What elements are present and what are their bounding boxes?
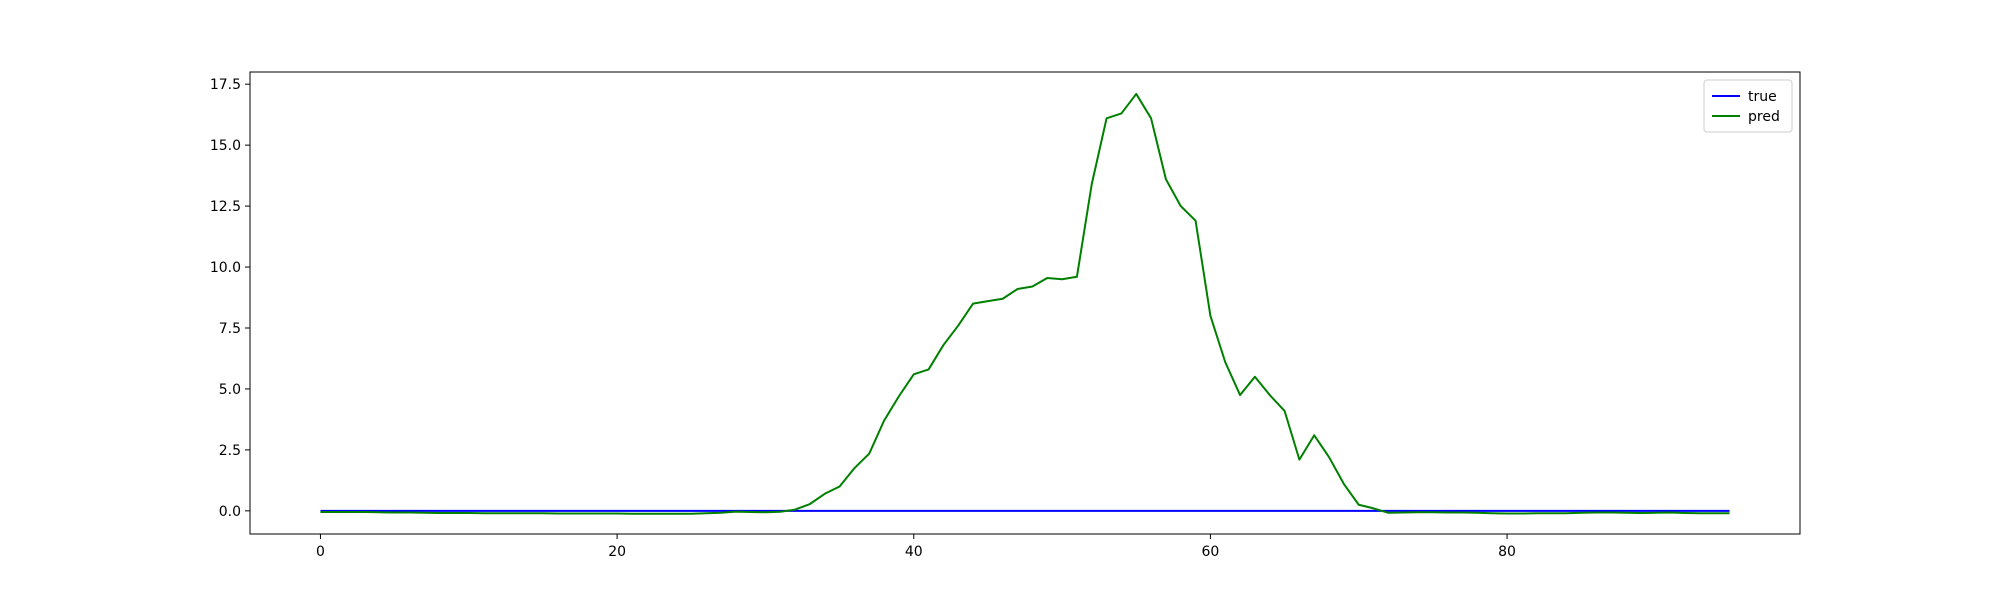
y-tick-label: 7.5 <box>219 321 241 337</box>
legend-label-true: true <box>1748 89 1777 105</box>
x-axis-ticks: 0 20 40 60 80 <box>316 534 1516 560</box>
x-tick-label: 40 <box>905 544 923 560</box>
y-tick-label: 10.0 <box>210 260 241 276</box>
y-tick-label: 12.5 <box>210 199 241 215</box>
y-tick-label: 2.5 <box>219 443 241 459</box>
y-axis-ticks: 0.0 2.5 5.0 7.5 10.0 12.5 15.0 17.5 <box>210 77 250 520</box>
legend-label-pred: pred <box>1748 109 1780 125</box>
plot-area <box>250 72 1800 534</box>
series-lines <box>320 92 1730 515</box>
y-tick-label: 15.0 <box>210 138 241 154</box>
legend-box <box>1703 79 1793 133</box>
series-line-pred <box>320 92 1730 515</box>
x-tick-label: 80 <box>1498 544 1516 560</box>
y-tick-label: 0.0 <box>219 504 241 520</box>
x-tick-label: 60 <box>1201 544 1219 560</box>
y-tick-label: 5.0 <box>219 382 241 398</box>
y-tick-label: 17.5 <box>210 77 241 93</box>
x-tick-label: 0 <box>316 544 325 560</box>
legend: true pred <box>1703 79 1793 133</box>
x-tick-label: 20 <box>608 544 626 560</box>
axes-frame <box>249 71 1801 535</box>
